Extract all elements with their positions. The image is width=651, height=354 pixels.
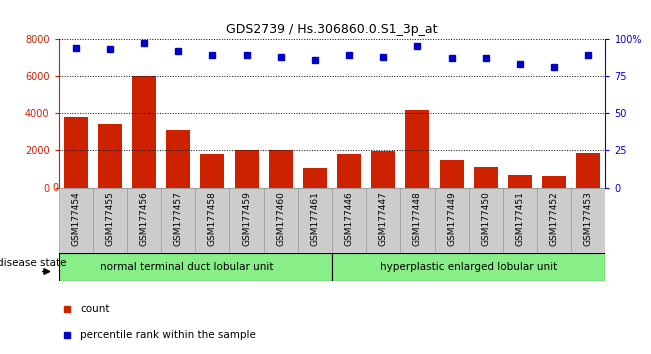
Text: 0: 0 bbox=[53, 183, 59, 193]
Bar bbox=[400, 188, 435, 253]
Bar bbox=[371, 152, 395, 188]
Text: GSM177457: GSM177457 bbox=[174, 191, 183, 246]
Bar bbox=[59, 188, 92, 253]
Bar bbox=[332, 253, 605, 281]
Bar bbox=[166, 130, 190, 188]
Text: hyperplastic enlarged lobular unit: hyperplastic enlarged lobular unit bbox=[380, 262, 557, 272]
Text: GSM177461: GSM177461 bbox=[311, 191, 320, 246]
Bar bbox=[474, 167, 498, 188]
Bar bbox=[201, 154, 225, 188]
Bar bbox=[572, 188, 605, 253]
Bar bbox=[229, 188, 264, 253]
Text: GSM177450: GSM177450 bbox=[481, 191, 490, 246]
Bar bbox=[59, 253, 332, 281]
Bar bbox=[92, 188, 127, 253]
Text: disease state: disease state bbox=[0, 258, 67, 268]
Bar bbox=[161, 188, 195, 253]
Text: GSM177446: GSM177446 bbox=[344, 191, 353, 246]
Text: GSM177448: GSM177448 bbox=[413, 191, 422, 246]
Bar bbox=[64, 117, 88, 188]
Bar bbox=[264, 188, 298, 253]
Text: GSM177456: GSM177456 bbox=[139, 191, 148, 246]
Bar bbox=[366, 188, 400, 253]
Bar bbox=[576, 153, 600, 188]
Bar bbox=[303, 168, 327, 188]
Text: GSM177453: GSM177453 bbox=[584, 191, 593, 246]
Bar bbox=[469, 188, 503, 253]
Bar bbox=[508, 175, 532, 188]
Text: GSM177460: GSM177460 bbox=[276, 191, 285, 246]
Bar bbox=[332, 188, 366, 253]
Text: GSM177447: GSM177447 bbox=[379, 191, 388, 246]
Bar bbox=[434, 188, 469, 253]
Text: count: count bbox=[81, 304, 110, 314]
Bar bbox=[439, 160, 464, 188]
Text: GSM177451: GSM177451 bbox=[516, 191, 525, 246]
Text: GSM177459: GSM177459 bbox=[242, 191, 251, 246]
Bar bbox=[542, 176, 566, 188]
Bar bbox=[234, 149, 258, 188]
Text: GSM177449: GSM177449 bbox=[447, 191, 456, 246]
Text: GSM177455: GSM177455 bbox=[105, 191, 115, 246]
Bar bbox=[98, 125, 122, 188]
Bar bbox=[127, 188, 161, 253]
Text: GSM177452: GSM177452 bbox=[549, 191, 559, 246]
Bar bbox=[406, 110, 430, 188]
Bar bbox=[503, 188, 537, 253]
Bar bbox=[537, 188, 572, 253]
Bar bbox=[195, 188, 229, 253]
Text: percentile rank within the sample: percentile rank within the sample bbox=[81, 330, 256, 340]
Text: normal terminal duct lobular unit: normal terminal duct lobular unit bbox=[100, 262, 273, 272]
Bar bbox=[269, 150, 293, 188]
Title: GDS2739 / Hs.306860.0.S1_3p_at: GDS2739 / Hs.306860.0.S1_3p_at bbox=[227, 23, 437, 36]
Bar bbox=[337, 154, 361, 188]
Bar bbox=[132, 76, 156, 188]
Text: GSM177458: GSM177458 bbox=[208, 191, 217, 246]
Text: GSM177454: GSM177454 bbox=[71, 191, 80, 246]
Bar bbox=[298, 188, 332, 253]
